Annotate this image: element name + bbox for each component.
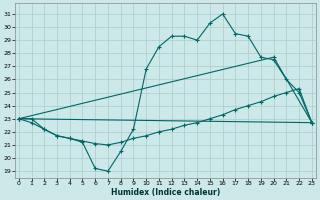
X-axis label: Humidex (Indice chaleur): Humidex (Indice chaleur) [111,188,220,197]
